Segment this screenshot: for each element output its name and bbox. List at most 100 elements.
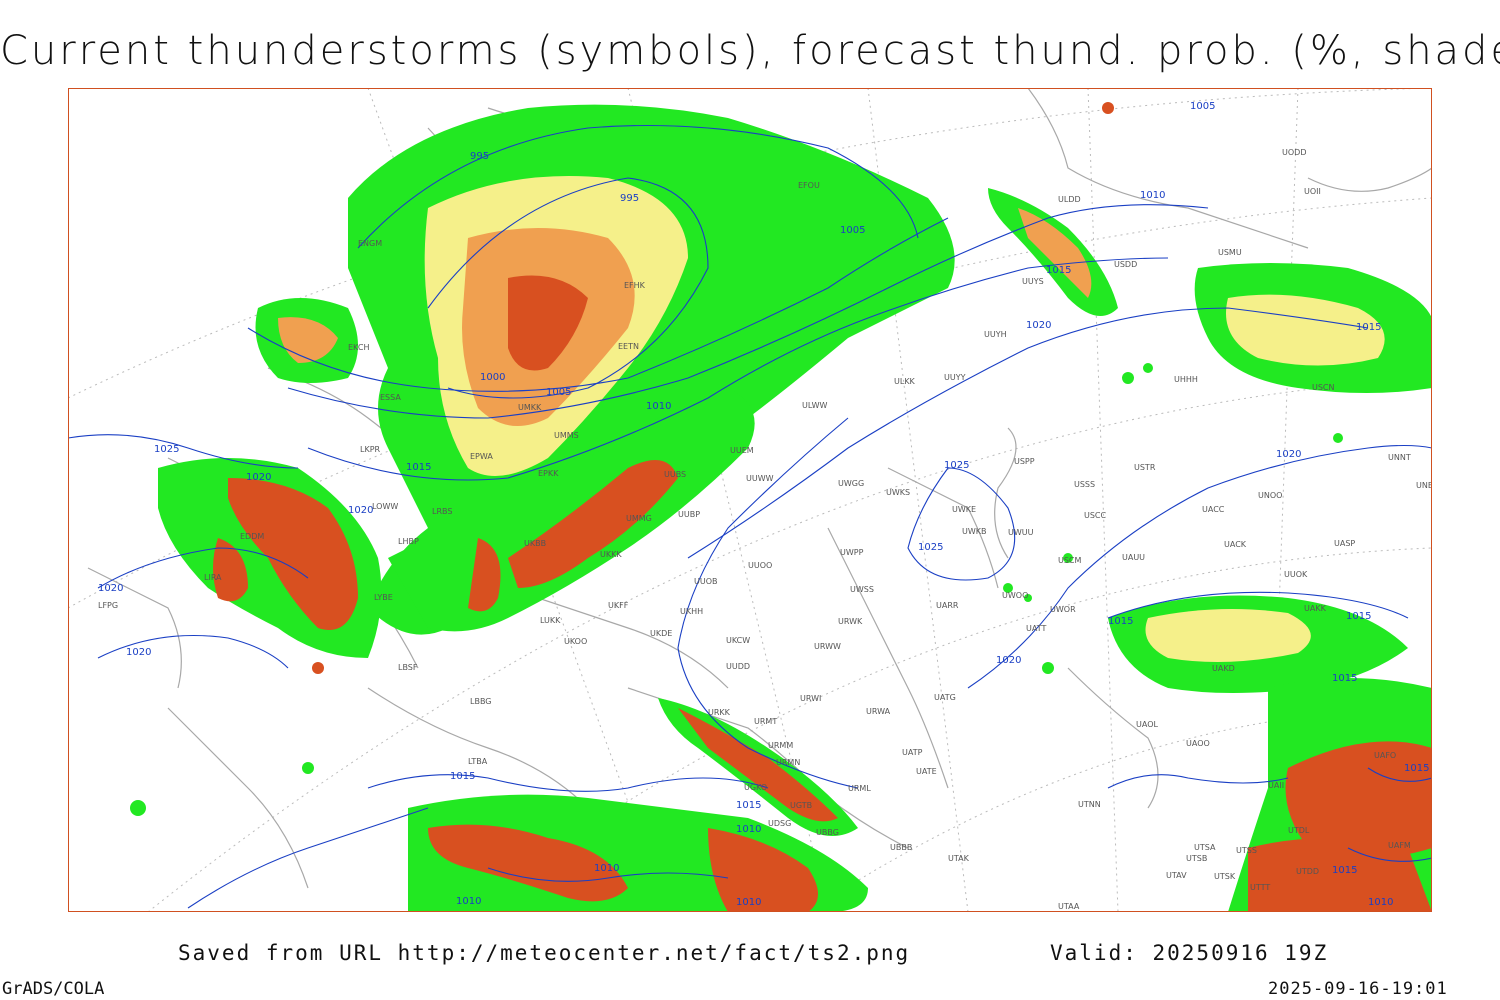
station-label: UATP <box>902 748 923 757</box>
station-label: UWKS <box>886 488 910 497</box>
isobar-label: 1015 <box>406 462 431 473</box>
station-label: UUWW <box>746 474 774 483</box>
station-label: LHBP <box>398 537 419 546</box>
station-label: UTSA <box>1194 843 1216 852</box>
station-label: USCM <box>1058 556 1082 565</box>
station-label: EETN <box>618 342 639 351</box>
station-label: UUOB <box>694 577 718 586</box>
prob-cell <box>130 800 146 816</box>
station-label: USCC <box>1084 511 1107 520</box>
station-label: LYBE <box>374 593 393 602</box>
station-label: UMKK <box>518 403 542 412</box>
valid-time: Valid: 20250916 19Z <box>1050 941 1329 965</box>
prob-vhigh-caucasus <box>678 708 838 822</box>
station-label: UKOO <box>564 637 587 646</box>
isobar-label: 1015 <box>1356 322 1381 333</box>
isobar-label: 1010 <box>646 401 671 412</box>
station-label: UMMS <box>554 431 579 440</box>
station-label: URWI <box>800 694 821 703</box>
station-label: UAFM <box>1388 841 1411 850</box>
isobar-label: 1015 <box>1332 865 1357 876</box>
station-label: UBBB <box>890 843 912 852</box>
station-label: UACK <box>1224 540 1247 549</box>
prob-vhigh-alps <box>213 538 248 602</box>
station-label: UGKO <box>744 783 767 792</box>
thunderstorm-probability-map: 995 995 1000 1005 1005 1005 1010 1010 10… <box>68 88 1432 912</box>
isobar-label: 1010 <box>736 824 761 835</box>
software-credit: GrADS/COLA <box>2 979 105 999</box>
isobar-label: 1010 <box>1368 897 1393 908</box>
isobar-label: 1020 <box>126 647 151 658</box>
isobar-label: 1005 <box>546 387 571 398</box>
station-label: URML <box>848 784 871 793</box>
station-label: UAII <box>1268 781 1284 790</box>
station-label: LRBS <box>432 507 452 516</box>
isobar-label: 1015 <box>1046 265 1071 276</box>
prob-high-ural <box>1018 208 1092 298</box>
station-label: UUOK <box>1284 570 1308 579</box>
station-label: UWSS <box>850 585 874 594</box>
station-label: USTR <box>1134 463 1156 472</box>
station-label: LTBA <box>468 757 488 766</box>
station-label: UKHH <box>680 607 703 616</box>
isobar-label: 1015 <box>450 771 475 782</box>
probability-shading <box>130 102 1432 912</box>
station-label: UKDE <box>650 629 672 638</box>
station-label: LBSF <box>398 663 418 672</box>
station-label: UASP <box>1334 539 1355 548</box>
station-label: URMN <box>776 758 800 767</box>
station-label: UTSK <box>1214 872 1236 881</box>
prob-high-uk <box>278 317 338 363</box>
isobar-label: 1015 <box>1332 673 1357 684</box>
isobar-label: 1020 <box>98 583 123 594</box>
prob-vhigh-centraleurope <box>228 478 358 630</box>
station-label: EFHK <box>624 281 646 290</box>
station-label: UTTT <box>1250 883 1270 892</box>
isobar-label: 1020 <box>246 472 271 483</box>
station-label: UKKK <box>600 550 622 559</box>
station-label: UNBB <box>1416 481 1432 490</box>
station-label: UTSB <box>1186 854 1207 863</box>
isobar-label: 1005 <box>1190 101 1215 112</box>
prob-vhigh-turkey <box>428 824 628 902</box>
station-label: UATE <box>916 767 937 776</box>
station-label: ULDD <box>1058 195 1081 204</box>
station-label: UAFO <box>1374 751 1396 760</box>
isobar-label: 1015 <box>1346 611 1371 622</box>
station-label: UACC <box>1202 505 1225 514</box>
station-label: ULWW <box>802 401 827 410</box>
station-label: ESSA <box>380 393 401 402</box>
isobar-label: 1025 <box>944 460 969 471</box>
isobar-label: 995 <box>470 151 489 162</box>
station-label: UKCW <box>726 636 750 645</box>
station-label: UTDL <box>1288 826 1310 835</box>
station-label: EPKK <box>538 469 559 478</box>
station-label: UATG <box>934 693 956 702</box>
station-label: URMT <box>754 717 777 726</box>
station-label: UWKB <box>962 527 987 536</box>
station-label: UUOO <box>748 561 772 570</box>
station-label: UATT <box>1026 624 1046 633</box>
isobar-label: 1010 <box>594 863 619 874</box>
station-label: UUBP <box>678 510 700 519</box>
station-label: UTDD <box>1296 867 1319 876</box>
prob-vhigh-china <box>1285 741 1432 858</box>
station-label: UGTB <box>790 801 812 810</box>
prob-cell <box>312 662 324 674</box>
station-label: UHHH <box>1174 375 1198 384</box>
prob-cell <box>1143 363 1153 373</box>
station-label: URKK <box>708 708 731 717</box>
prob-cell <box>1024 594 1032 602</box>
prob-cell <box>1042 662 1054 674</box>
station-label: LIRA <box>204 573 222 582</box>
station-label: ULKK <box>894 377 916 386</box>
station-label: ENGM <box>358 239 382 248</box>
station-label: URWW <box>814 642 841 651</box>
station-label: URMM <box>768 741 793 750</box>
station-label: USSS <box>1074 480 1095 489</box>
isobar-label: 1015 <box>1404 763 1429 774</box>
isobars <box>68 124 1432 909</box>
isobar-label: 1020 <box>996 655 1021 666</box>
station-label: UUEM <box>730 446 754 455</box>
station-label: USDD <box>1114 260 1137 269</box>
